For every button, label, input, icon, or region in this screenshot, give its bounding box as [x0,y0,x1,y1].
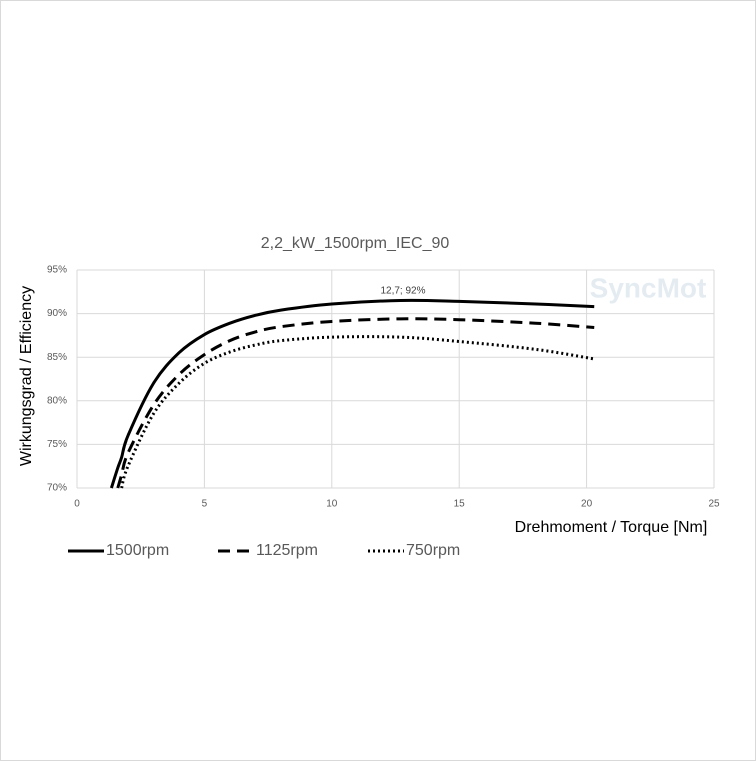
chart-title: 2,2_kW_1500rpm_IEC_90 [261,235,450,252]
line-series [120,335,595,489]
legend-label: 1500rpm [106,542,169,559]
y-tick-label: 90% [47,308,67,319]
y-tick-label: 70% [47,483,67,494]
x-axis-label: Drehmoment / Torque [Nm] [515,519,708,536]
x-tick-label: 5 [202,499,208,510]
y-tick-label: 75% [47,439,67,450]
x-tick-label: 10 [326,499,338,510]
y-tick-label: 80% [47,395,67,406]
y-axis-label: Wirkungsgrad / Efficiency [18,286,35,466]
x-tick-label: 25 [708,499,720,510]
x-tick-label: 15 [454,499,466,510]
line-series [116,317,595,489]
legend-label: 750rpm [406,542,460,559]
watermark: SyncMot [590,272,707,303]
annotation: 12,7; 92% [380,286,425,297]
line-series [109,298,595,489]
x-tick-label: 0 [74,499,80,510]
y-tick-label: 95% [47,265,67,276]
y-tick-label: 85% [47,352,67,363]
legend-label: 1125rpm [256,542,318,559]
x-tick-label: 20 [581,499,593,510]
